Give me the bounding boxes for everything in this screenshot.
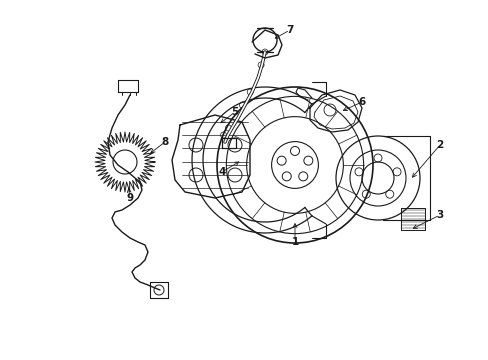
Text: 6: 6 [358,97,365,107]
Text: 2: 2 [435,140,443,150]
Text: 3: 3 [435,210,443,220]
Text: 9: 9 [126,193,133,203]
Text: 7: 7 [286,25,293,35]
Text: 8: 8 [161,137,168,147]
Text: 5: 5 [231,107,238,117]
Text: 1: 1 [291,237,298,247]
Text: 4: 4 [218,167,225,177]
